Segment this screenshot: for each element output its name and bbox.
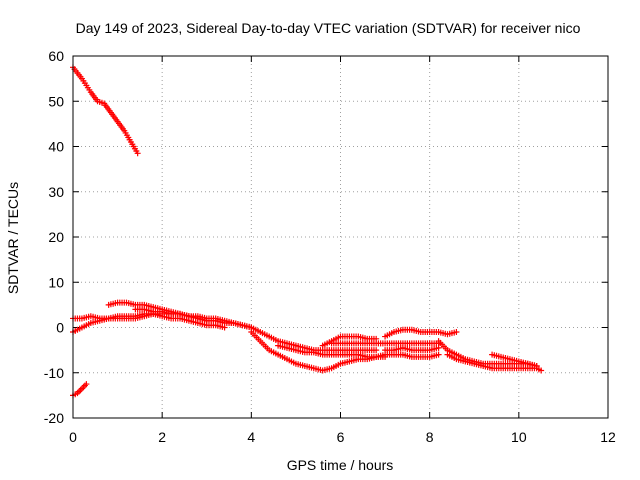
x-tick-label: 6 (337, 429, 345, 445)
x-tick-label: 10 (511, 429, 527, 445)
grid (73, 56, 608, 418)
y-tick-label: 40 (48, 139, 64, 155)
data-point (435, 344, 442, 351)
series-arc-high (70, 64, 141, 157)
data-point (373, 347, 380, 354)
data-point (221, 324, 228, 331)
data-point (453, 329, 460, 336)
x-tick-label: 2 (158, 429, 166, 445)
y-tick-label: 50 (48, 93, 64, 109)
y-tick-label: 20 (48, 229, 64, 245)
data-points (70, 64, 545, 399)
plot-frame (72, 55, 609, 419)
axis-ticks: 0 2 4 6 8 10 12 -20 -10 0 10 20 30 40 50 60 (44, 48, 616, 445)
x-tick-label: 4 (247, 429, 255, 445)
series-arc-i (382, 326, 460, 340)
y-tick-label: -10 (44, 365, 64, 381)
y-tick-label: 30 (48, 184, 64, 200)
x-tick-label: 12 (600, 429, 616, 445)
y-tick-label: -20 (44, 410, 64, 426)
y-tick-label: 0 (56, 320, 64, 336)
x-axis-label: GPS time / hours (287, 457, 394, 473)
y-tick-label: 10 (48, 274, 64, 290)
series-arc-m (489, 351, 540, 369)
data-point (83, 381, 90, 388)
x-tick-label: 8 (426, 429, 434, 445)
series-arc-l (444, 351, 545, 374)
chart-title: Day 149 of 2023, Sidereal Day-to-day VTE… (76, 20, 581, 36)
y-axis-label: SDTVAR / TECUs (5, 182, 21, 294)
series-arc-h (328, 340, 442, 347)
data-point (533, 362, 540, 369)
data-point (134, 150, 141, 157)
series-arc-j (382, 344, 442, 354)
y-tick-label: 60 (48, 48, 64, 64)
data-point (435, 351, 442, 358)
data-point (538, 367, 545, 374)
x-tick-label: 0 (69, 429, 77, 445)
